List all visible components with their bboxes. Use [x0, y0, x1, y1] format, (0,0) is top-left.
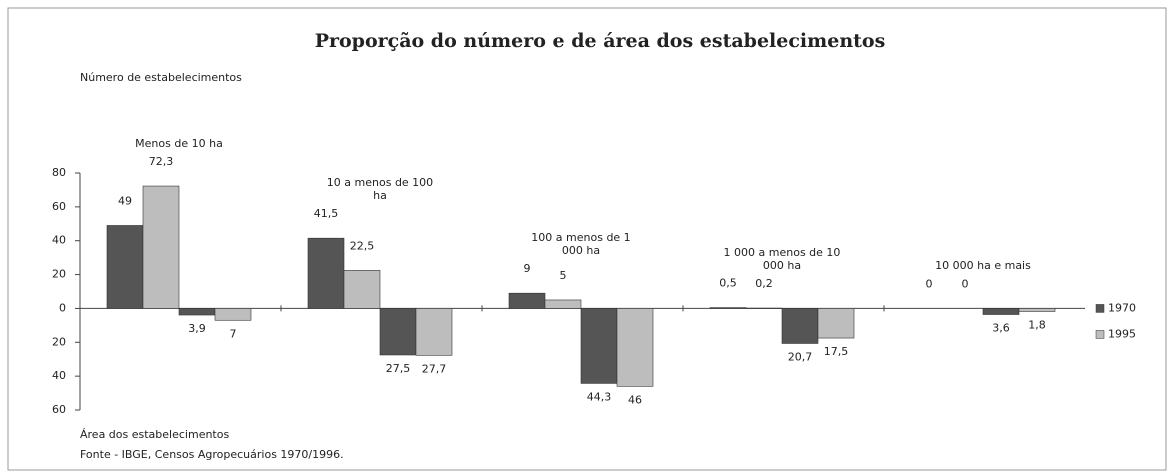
y-tick-label: 40 — [52, 234, 66, 247]
data-label: 0,5 — [719, 277, 737, 290]
bar — [709, 307, 747, 309]
data-label: 41,5 — [314, 207, 339, 220]
category-label: 1 000 a menos de 10 000 ha — [723, 245, 841, 272]
y-axis-title: Área dos estabelecimentos — [80, 428, 229, 441]
data-label: 9 — [524, 262, 531, 275]
legend-swatch — [1095, 330, 1105, 339]
bar — [616, 308, 654, 387]
category-label: 10 a menos de 100 ha — [326, 176, 434, 203]
data-label: 44,3 — [587, 390, 612, 403]
category-label: 100 a menos de 1 000 ha — [531, 231, 631, 258]
y-tick-label: 0 — [59, 301, 66, 314]
legend-label: 1970 — [1108, 301, 1136, 314]
y-tick-label: 20 — [52, 268, 66, 281]
bar — [982, 308, 1020, 315]
y-tick-label: 60 — [52, 200, 66, 213]
bar — [106, 225, 144, 309]
chart-title: Proporção do número e de área dos estabe… — [315, 30, 886, 52]
data-label: 0 — [926, 277, 933, 290]
bar — [178, 308, 216, 316]
bar — [1018, 308, 1056, 312]
data-label: 0 — [962, 277, 969, 290]
data-label: 46 — [628, 393, 642, 406]
bar — [214, 308, 252, 321]
legend-label: 1995 — [1108, 327, 1136, 340]
bar — [142, 185, 180, 309]
data-label: 7 — [230, 327, 237, 340]
category-label: Menos de 10 ha — [135, 137, 223, 151]
bar — [379, 308, 417, 356]
bar — [343, 270, 381, 309]
bar — [307, 237, 345, 309]
data-label: 1,8 — [1028, 318, 1046, 331]
y-tick-label: 20 — [52, 335, 66, 348]
category-label: 10 000 ha e mais — [935, 259, 1031, 273]
data-label: 5 — [560, 269, 567, 282]
bar — [544, 299, 582, 309]
data-label: 27,7 — [422, 362, 447, 375]
data-label: 20,7 — [788, 350, 813, 363]
data-label: 3,9 — [188, 322, 206, 335]
source: Fonte - IBGE, Censos Agropecuários 1970/… — [80, 448, 344, 461]
bar — [817, 308, 855, 339]
bar — [508, 292, 546, 309]
data-label: 49 — [118, 194, 132, 207]
y-axis-title: Número de estabelecimentos — [80, 71, 242, 84]
data-label: 3,6 — [992, 322, 1010, 335]
bar — [415, 308, 453, 356]
data-label: 72,3 — [149, 155, 174, 168]
data-label: 27,5 — [386, 362, 411, 375]
data-label: 0,2 — [755, 277, 773, 290]
bar — [580, 308, 618, 384]
bar — [781, 308, 819, 344]
legend-swatch — [1095, 304, 1105, 313]
data-label: 22,5 — [350, 239, 375, 252]
frame — [7, 7, 1167, 471]
y-tick-label: 80 — [52, 166, 66, 179]
y-tick-label: 60 — [52, 403, 66, 416]
data-label: 17,5 — [824, 345, 849, 358]
y-tick-label: 40 — [52, 369, 66, 382]
